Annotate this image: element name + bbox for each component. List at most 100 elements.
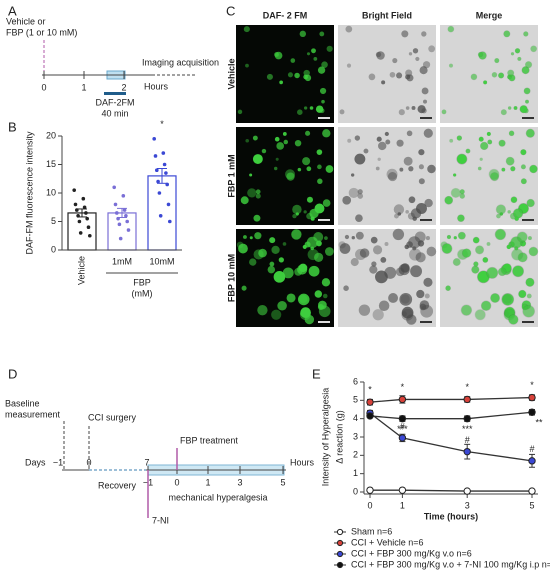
significance-label: * xyxy=(401,382,405,392)
micrograph xyxy=(440,25,538,123)
cell-shadow xyxy=(351,236,355,240)
day-label: −1 xyxy=(53,457,63,467)
cell-fluorescence xyxy=(253,214,261,222)
cell-fluorescence xyxy=(261,148,267,154)
cell-fluorescence xyxy=(477,271,490,283)
cell-shadow xyxy=(386,168,398,180)
cell-shadow xyxy=(401,311,407,317)
panel-letter: C xyxy=(226,3,235,18)
y-tick-label: 3 xyxy=(353,431,358,441)
cell-fluorescence xyxy=(285,169,296,180)
cell-shadow xyxy=(375,166,380,171)
cell-fluorescence xyxy=(282,242,287,246)
data-point xyxy=(122,208,127,212)
cell-shadow xyxy=(357,189,363,195)
data-point xyxy=(124,214,128,218)
data-point xyxy=(81,196,86,201)
scale-bar xyxy=(420,219,432,221)
cell-fluorescence xyxy=(297,293,310,306)
scale-bar xyxy=(522,117,534,119)
cell-fluorescence xyxy=(308,265,320,277)
cell-fluorescence xyxy=(310,216,315,221)
cell-fluorescence xyxy=(453,258,461,266)
cell-fluorescence xyxy=(321,61,328,68)
cell-shadow xyxy=(425,236,430,241)
cell-fluorescence xyxy=(457,214,465,222)
cell-shadow xyxy=(408,166,414,172)
panel-letter: E xyxy=(312,366,321,381)
cell-shadow xyxy=(339,109,345,115)
y-axis-label: DAF-FM fluorescence intensity xyxy=(24,131,34,255)
cell-shadow xyxy=(396,139,404,147)
series-line xyxy=(369,412,533,462)
series-marker xyxy=(398,434,407,442)
treatment-label: FBP treatment xyxy=(180,435,238,445)
y-tick-label: 20 xyxy=(46,130,56,140)
data-point xyxy=(88,233,92,238)
cell-shadow xyxy=(363,148,369,154)
cell-fluorescence xyxy=(310,246,315,251)
cell-fluorescence xyxy=(304,314,315,325)
hours-label: Hours xyxy=(290,457,315,467)
cell-fluorescence xyxy=(325,247,334,256)
cell-fluorescence xyxy=(326,45,333,52)
cell-fluorescence xyxy=(498,139,506,147)
cell-fluorescence xyxy=(525,278,535,287)
cell-shadow xyxy=(400,294,410,304)
y-tick-label: 4 xyxy=(353,413,358,423)
y-tick-label: 15 xyxy=(46,159,56,169)
cell-fluorescence xyxy=(506,244,511,249)
cell-fluorescence xyxy=(269,261,275,267)
cell-fluorescence xyxy=(444,196,453,205)
cell-fluorescence xyxy=(306,196,314,203)
cell-fluorescence xyxy=(303,106,308,110)
cell-fluorescence xyxy=(274,166,278,171)
significance-label: * xyxy=(530,380,534,390)
baseline-label: measurement xyxy=(5,409,61,419)
micrograph xyxy=(236,127,334,225)
data-point xyxy=(73,202,78,207)
cell-shadow xyxy=(376,136,382,142)
cell-shadow xyxy=(415,252,426,263)
cell-fluorescence xyxy=(252,154,263,165)
x-tick-label: 5 xyxy=(529,500,534,510)
panel-letter: D xyxy=(8,366,17,381)
cell-fluorescence xyxy=(257,305,268,316)
data-point xyxy=(152,137,156,141)
cell-fluorescence xyxy=(486,242,491,246)
probe-bar xyxy=(104,92,126,95)
cell-shadow xyxy=(350,173,355,177)
cell-shadow xyxy=(403,156,413,166)
cell-fluorescence xyxy=(523,31,529,37)
cell-shadow xyxy=(486,241,491,246)
data-point xyxy=(77,219,82,224)
cell-shadow xyxy=(355,214,363,223)
cell-fluorescence xyxy=(525,99,529,104)
cell-fluorescence xyxy=(317,66,326,74)
cell-fluorescence xyxy=(266,73,273,80)
column-header: Merge xyxy=(476,10,503,20)
x-tick-label: 3 xyxy=(465,500,470,510)
cell-shadow xyxy=(401,30,409,38)
cell-fluorescence xyxy=(487,139,493,145)
baseline-label: Baseline xyxy=(5,398,40,408)
cell-fluorescence xyxy=(324,236,328,240)
cell-shadow xyxy=(377,141,387,151)
cell-fluorescence xyxy=(278,257,284,263)
cell-fluorescence xyxy=(490,293,500,303)
series-marker xyxy=(463,395,471,404)
row-label: FBP 10 mM xyxy=(226,254,236,302)
cell-fluorescence xyxy=(471,265,480,274)
cell-shadow xyxy=(405,210,409,214)
timeline-tick-label: 0 xyxy=(41,82,46,92)
cell-shadow xyxy=(423,128,433,138)
surgery-label: CCI surgery xyxy=(88,412,137,422)
column-header: Bright Field xyxy=(362,10,412,20)
cell-shadow xyxy=(372,245,383,255)
cell-fluorescence xyxy=(482,257,488,263)
probe-label: 40 min xyxy=(101,108,128,118)
hour-label: 5 xyxy=(280,477,285,487)
cell-shadow xyxy=(343,285,349,291)
cell-shadow xyxy=(500,109,507,116)
unit-label: Hours xyxy=(144,81,169,91)
